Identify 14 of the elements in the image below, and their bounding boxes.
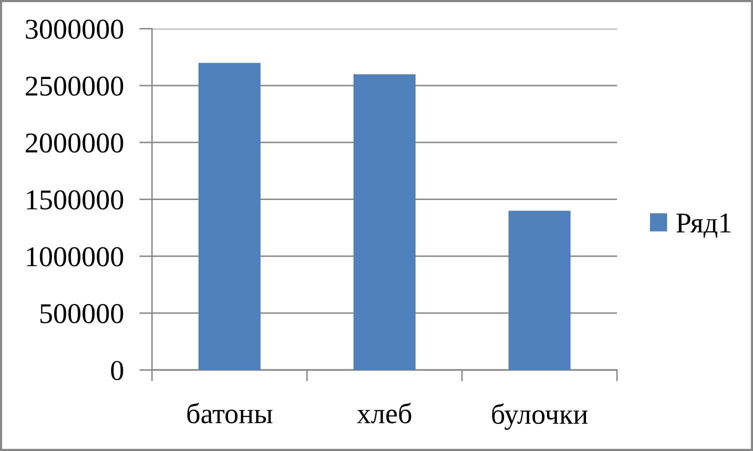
y-tick-label: 2500000 — [26, 76, 124, 96]
y-tick-label: 3000000 — [26, 20, 124, 39]
y-tick-label: 1000000 — [27, 247, 124, 266]
y-tick-label: 1500000 — [27, 190, 124, 210]
y-tick-label: 2000000 — [26, 133, 124, 153]
x-tick-label: хлеб — [356, 402, 412, 424]
x-tick-label: булочки — [492, 403, 588, 430]
x-tick-label: батоны — [187, 402, 272, 424]
bar — [508, 210, 570, 370]
bar — [198, 62, 260, 370]
bar — [354, 74, 416, 370]
y-tick-label: 0 — [111, 360, 124, 380]
y-tick-label: 500000 — [40, 304, 124, 324]
legend-label: Ряд1 — [676, 214, 730, 238]
